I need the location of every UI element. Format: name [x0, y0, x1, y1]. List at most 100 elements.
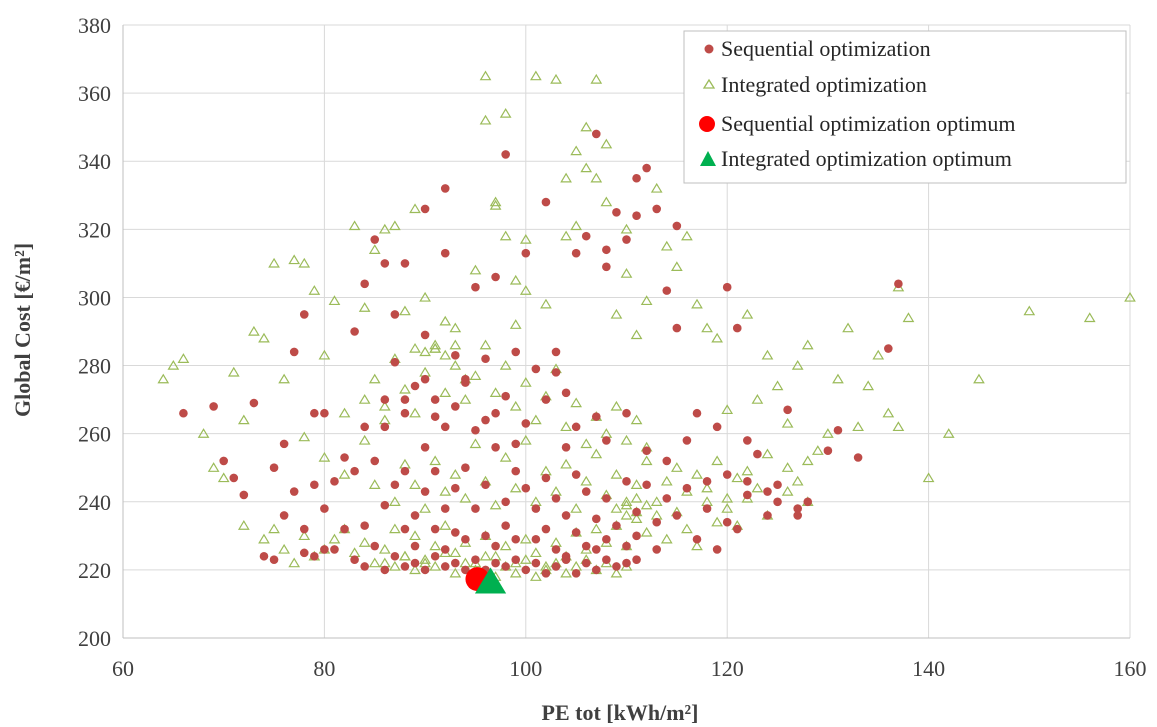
sequential-point — [360, 422, 369, 432]
integrated-point — [449, 359, 462, 370]
integrated-point — [288, 254, 301, 265]
integrated-point — [479, 339, 492, 350]
sequential-point — [581, 558, 591, 568]
sequential-point — [702, 504, 712, 513]
sequential-point — [561, 555, 571, 564]
integrated-point — [419, 366, 431, 377]
sequential-point — [320, 545, 329, 554]
sequential-point — [420, 204, 430, 214]
sequential-point — [310, 551, 319, 561]
sequential-point — [632, 555, 641, 564]
integrated-point — [368, 479, 381, 489]
sequential-point — [491, 442, 500, 452]
sequential-point — [420, 565, 430, 575]
sequential-point — [773, 497, 782, 507]
integrated-point — [1124, 291, 1136, 302]
integrated-point — [580, 475, 593, 486]
integrated-point — [811, 445, 824, 455]
sequential-point — [340, 453, 349, 462]
sequential-point — [541, 395, 551, 404]
sequential-point — [803, 497, 813, 507]
integrated-point — [489, 550, 502, 561]
sequential-point — [400, 524, 410, 534]
sequential-point — [501, 521, 510, 530]
integrated-point — [419, 554, 431, 564]
integrated-point — [620, 434, 633, 445]
sequential-point — [551, 494, 561, 503]
sequential-point — [753, 449, 762, 459]
integrated-point — [409, 530, 421, 541]
sequential-point — [471, 555, 480, 564]
sequential-point — [471, 504, 480, 513]
integrated-point — [741, 465, 754, 476]
sequential-point — [722, 470, 732, 479]
sequential-point — [571, 568, 581, 578]
integrated-point — [721, 492, 734, 503]
integrated-point — [429, 342, 442, 353]
sequential-point — [330, 477, 339, 486]
sequential-point — [420, 442, 430, 452]
y-tick-label: 280 — [78, 354, 111, 379]
integrated-point — [509, 567, 522, 578]
integrated-point — [499, 540, 512, 551]
integrated-point — [389, 560, 401, 571]
sequential-point — [249, 398, 259, 408]
integrated-point — [590, 172, 603, 183]
sequential-point — [602, 494, 611, 503]
integrated-point — [439, 315, 452, 326]
integrated-point — [459, 492, 472, 503]
integrated-point — [721, 503, 734, 513]
sequential-point — [451, 483, 460, 493]
sequential-point — [289, 347, 299, 357]
integrated-point — [610, 468, 623, 479]
sequential-point — [299, 524, 309, 534]
legend-marker-integrated-optimum — [700, 151, 716, 166]
sequential-point — [430, 551, 440, 561]
integrated-point — [378, 414, 391, 425]
integrated-point — [701, 322, 713, 333]
x-tick-label: 160 — [1114, 656, 1147, 681]
integrated-point — [640, 295, 653, 306]
integrated-point — [419, 346, 431, 357]
sequential-point — [380, 259, 390, 268]
integrated-point — [872, 349, 885, 360]
sequential-point — [531, 534, 541, 544]
integrated-point — [832, 373, 844, 384]
sequential-point — [632, 211, 641, 221]
integrated-point — [479, 114, 492, 125]
integrated-point — [791, 359, 804, 370]
sequential-point — [310, 480, 319, 490]
integrated-point — [711, 332, 723, 343]
sequential-point — [541, 197, 551, 207]
sequential-point — [541, 568, 551, 578]
sequential-point — [531, 364, 541, 374]
sequential-point — [743, 490, 752, 500]
sequential-point — [591, 412, 601, 421]
sequential-point — [380, 500, 390, 510]
integrated-point — [882, 407, 895, 418]
sequential-point — [390, 480, 400, 490]
integrated-point — [409, 203, 421, 214]
integrated-point — [670, 261, 683, 271]
sequential-point — [461, 534, 470, 544]
sequential-point — [400, 259, 410, 268]
integrated-point — [560, 421, 572, 432]
integrated-point — [509, 274, 522, 285]
integrated-point — [570, 503, 583, 513]
integrated-point — [570, 145, 583, 156]
integrated-point — [197, 428, 210, 438]
sequential-point — [531, 504, 541, 513]
integrated-point — [288, 557, 301, 568]
integrated-point — [207, 462, 220, 472]
integrated-point — [358, 394, 371, 404]
sequential-point — [672, 323, 682, 333]
sequential-point — [440, 504, 450, 513]
sequential-point — [521, 565, 531, 575]
integrated-point — [519, 377, 532, 387]
sequential-point — [712, 545, 722, 554]
integrated-point — [449, 567, 462, 578]
sequential-point — [350, 555, 359, 564]
integrated-point — [298, 257, 311, 268]
sequential-point — [743, 436, 752, 445]
